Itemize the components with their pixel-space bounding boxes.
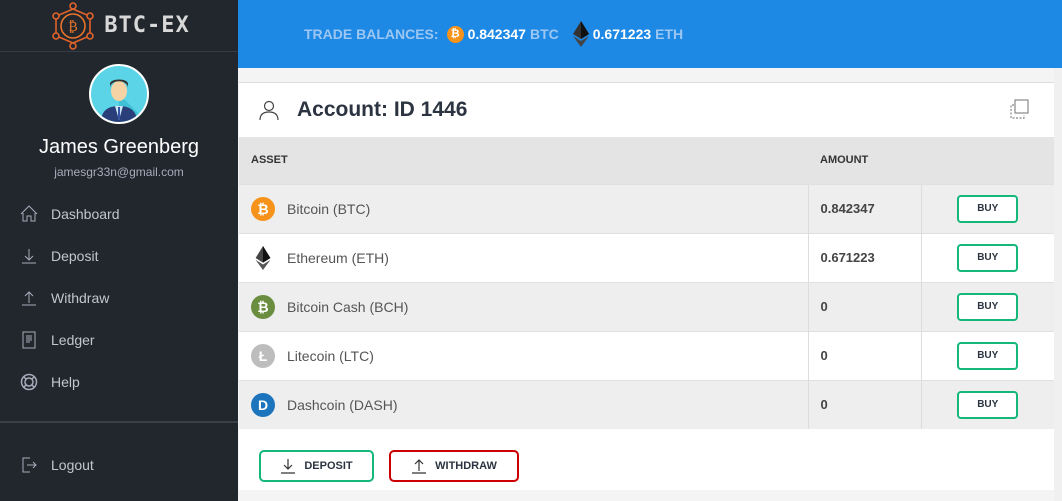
btc-balance: 0.842347 <box>467 26 526 42</box>
buy-button[interactable]: BUY <box>957 341 1019 370</box>
user-name: James Greenberg <box>38 136 200 158</box>
asset-name: Bitcoin (BTC) <box>287 200 371 217</box>
asset-amount: 0.671223 <box>807 232 921 282</box>
sidebar-item-label: Dashboard <box>51 206 120 222</box>
brand-name: BTC-EX <box>104 13 190 38</box>
logout-button[interactable]: Logout <box>0 444 238 486</box>
asset-name: Dashcoin (DASH) <box>287 396 398 413</box>
user-email: jamesgr33n@gmail.com <box>54 165 184 179</box>
table-row: Ł Litecoin (LTC) 0 BUY <box>239 330 1054 380</box>
expand-icon[interactable] <box>1010 99 1030 119</box>
sidebar-item-dashboard[interactable]: Dashboard <box>0 193 238 235</box>
trade-balances-bar: TRADE BALANCES: ₿ 0.842347 BTC 0.671223 … <box>238 0 1062 68</box>
document-icon <box>22 331 36 349</box>
eth-unit: ETH <box>655 26 684 42</box>
table-row: D Dashcoin (DASH) 0 BUY <box>239 379 1054 429</box>
user-icon <box>259 100 279 120</box>
user-profile: James Greenberg jamesgr33n@gmail.com <box>0 52 238 193</box>
deposit-button[interactable]: DEPOSIT <box>259 450 374 482</box>
buy-button[interactable]: BUY <box>957 292 1019 321</box>
asset-amount: 0 <box>807 330 921 380</box>
table-row: ₿ Bitcoin Cash (BCH) 0 BUY <box>239 281 1054 331</box>
trade-balances-label: TRADE BALANCES: <box>304 26 439 42</box>
asset-name: Litecoin (LTC) <box>287 347 374 364</box>
column-header-amount: AMOUNT <box>808 137 921 184</box>
column-header-action <box>921 137 1054 184</box>
ethereum-icon <box>572 21 589 47</box>
asset-name: Bitcoin Cash (BCH) <box>287 298 409 315</box>
sidebar-nav: Dashboard Deposit Withdraw Ledger Help <box>0 193 238 403</box>
avatar[interactable] <box>89 64 149 124</box>
lifebuoy-icon <box>20 373 38 391</box>
asset-table: ASSET AMOUNT ₿ Bitcoin (BTC) 0.842347 BUY… <box>239 137 1054 429</box>
sidebar-item-withdraw[interactable]: Withdraw <box>0 277 238 319</box>
coin-icon: ₿ <box>251 196 275 221</box>
ethereum-icon <box>255 245 271 270</box>
user-avatar-icon <box>101 79 147 122</box>
buy-button[interactable]: BUY <box>957 243 1019 272</box>
asset-amount: 0.842347 <box>807 183 921 233</box>
sidebar-item-help[interactable]: Help <box>0 361 238 403</box>
bitcoin-icon: ₿ <box>446 25 464 43</box>
sidebar-item-label: Ledger <box>51 332 95 348</box>
sidebar-item-deposit[interactable]: Deposit <box>0 235 238 277</box>
table-row: ₿ Bitcoin (BTC) 0.842347 BUY <box>239 183 1054 233</box>
btc-network-logo-icon: ₿ <box>52 1 95 50</box>
logout-icon <box>22 457 37 473</box>
upload-icon <box>22 291 36 306</box>
buy-button[interactable]: BUY <box>957 390 1019 419</box>
scrollbar[interactable] <box>1054 68 1062 501</box>
coin-icon: ₿ <box>251 294 275 319</box>
brand-logo[interactable]: ₿ BTC-EX <box>0 0 238 52</box>
asset-name: Ethereum (ETH) <box>287 249 389 266</box>
withdraw-button[interactable]: WITHDRAW <box>389 450 519 482</box>
svg-text:₿: ₿ <box>68 19 78 35</box>
table-row: Ethereum (ETH) 0.671223 BUY <box>239 232 1054 282</box>
home-icon <box>20 205 38 222</box>
download-icon <box>281 459 296 474</box>
sidebar-divider <box>0 421 238 423</box>
page-title: Account: ID 1446 <box>297 98 468 121</box>
withdraw-label: WITHDRAW <box>435 460 497 472</box>
coin-icon: Ł <box>251 343 275 368</box>
buy-button[interactable]: BUY <box>957 194 1019 223</box>
sidebar-item-label: Withdraw <box>51 290 110 306</box>
upload-icon <box>412 459 427 474</box>
asset-amount: 0 <box>807 379 921 429</box>
column-header-asset: ASSET <box>239 137 808 184</box>
sidebar-item-ledger[interactable]: Ledger <box>0 319 238 361</box>
sidebar-item-label: Deposit <box>51 248 99 264</box>
asset-amount: 0 <box>807 281 921 331</box>
btc-unit: BTC <box>529 26 559 42</box>
sidebar: ₿ BTC-EX James Greenberg jamesgr33n@gmai… <box>0 0 238 501</box>
eth-balance: 0.671223 <box>592 26 652 42</box>
logout-label: Logout <box>51 457 94 473</box>
download-icon <box>22 249 36 264</box>
sidebar-item-label: Help <box>51 374 80 390</box>
coin-icon: D <box>251 392 275 417</box>
account-card: Account: ID 1446 ASSET AMOUNT ₿ Bitcoin (… <box>239 82 1054 490</box>
deposit-label: DEPOSIT <box>304 460 353 472</box>
